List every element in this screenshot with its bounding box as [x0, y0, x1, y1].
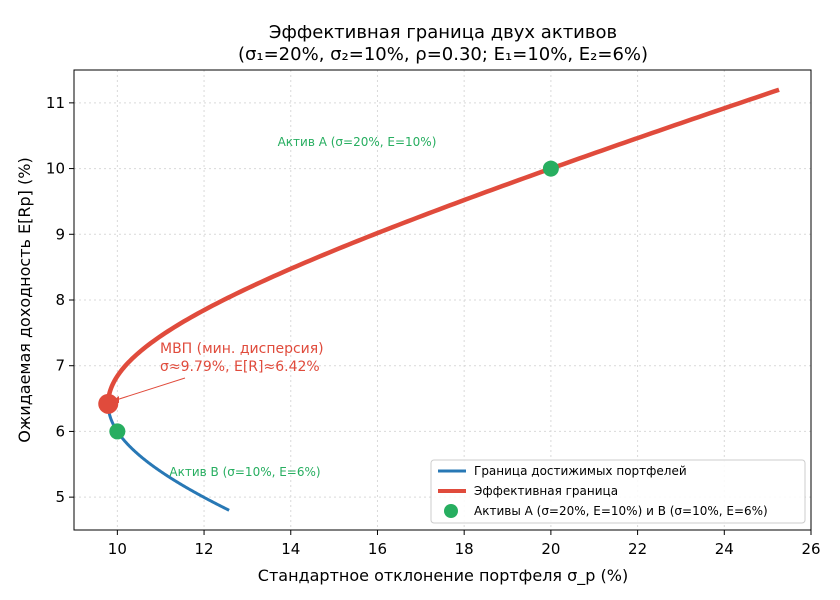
mvp-arrowhead [111, 396, 119, 403]
legend-efficient-label: Эффективная граница [474, 484, 618, 498]
y-tick-label: 11 [46, 94, 65, 112]
y-tick-label: 7 [55, 357, 65, 375]
x-tick-label: 12 [195, 540, 214, 558]
x-tick-label: 10 [108, 540, 127, 558]
y-tick-label: 5 [55, 488, 65, 506]
feasible-frontier-line [106, 403, 230, 512]
mvp-point [98, 393, 119, 414]
legend: Граница достижимых портфелей Эффективная… [430, 459, 806, 524]
y-ticks: 5 6 7 8 9 10 11 [46, 94, 74, 506]
legend-assets-label: Активы A (σ=20%, E=10%) и B (σ=10%, E=6%… [474, 504, 768, 518]
x-tick-label: 16 [368, 540, 387, 558]
markers [98, 160, 559, 440]
mvp-annotation-line2: σ≈9.79%, E[R]≈6.42% [160, 359, 320, 375]
y-tick-label: 8 [55, 291, 65, 309]
asset-b-annotation: Актив B (σ=10%, E=6%) [169, 465, 320, 479]
legend-feasible-label: Граница достижимых портфелей [474, 464, 687, 478]
asset-a-annotation: Актив A (σ=20%, E=10%) [278, 135, 437, 149]
y-tick-label: 6 [55, 422, 65, 440]
chart-title: Эффективная граница двух активов [269, 22, 617, 43]
x-tick-label: 20 [541, 540, 560, 558]
efficient-frontier-line [105, 87, 780, 404]
x-tick-label: 26 [801, 540, 820, 558]
legend-assets-swatch [444, 504, 458, 518]
chart-subtitle: (σ₁=20%, σ₂=10%, ρ=0.30; E₁=10%, E₂=6%) [238, 44, 648, 65]
asset-b-point [109, 423, 126, 440]
curves [105, 87, 780, 512]
mvp-annotation-line1: МВП (мин. дисперсия) [160, 341, 324, 357]
y-axis-label: Ожидаемая доходность E[Rp] (%) [15, 157, 34, 442]
x-tick-label: 14 [281, 540, 300, 558]
y-tick-label: 9 [55, 225, 65, 243]
asset-a-point [542, 160, 559, 177]
x-tick-label: 24 [715, 540, 734, 558]
legend-box [430, 459, 806, 524]
x-tick-label: 18 [455, 540, 474, 558]
mvp-arrow [112, 377, 186, 402]
y-tick-label: 10 [46, 160, 65, 178]
x-tick-label: 22 [628, 540, 647, 558]
x-ticks: 10 12 14 16 18 20 22 24 26 [108, 530, 821, 558]
x-axis-label: Стандартное отклонение портфеля σ_p (%) [258, 566, 628, 586]
